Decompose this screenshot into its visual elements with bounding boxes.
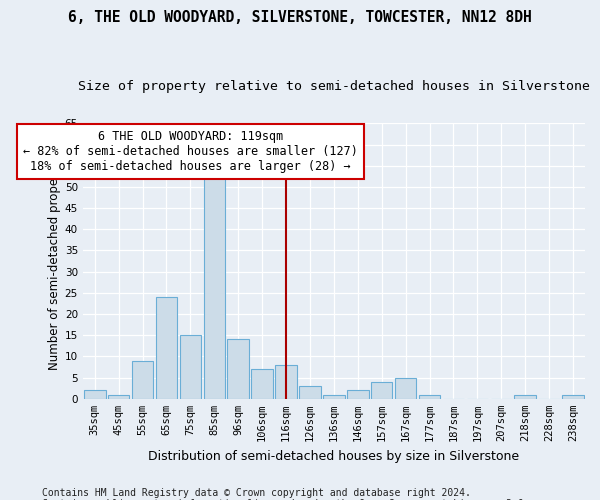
Text: 6, THE OLD WOODYARD, SILVERSTONE, TOWCESTER, NN12 8DH: 6, THE OLD WOODYARD, SILVERSTONE, TOWCES…: [68, 10, 532, 25]
Bar: [395, 378, 416, 399]
Bar: [323, 394, 344, 399]
Bar: [514, 394, 536, 399]
Bar: [251, 369, 273, 399]
Bar: [179, 335, 201, 399]
Y-axis label: Number of semi-detached properties: Number of semi-detached properties: [47, 152, 61, 370]
Bar: [108, 394, 130, 399]
Bar: [227, 340, 249, 399]
Bar: [299, 386, 321, 399]
Bar: [156, 297, 177, 399]
Text: Contains HM Land Registry data © Crown copyright and database right 2024.: Contains HM Land Registry data © Crown c…: [42, 488, 471, 498]
Bar: [203, 178, 225, 399]
Bar: [132, 360, 154, 399]
X-axis label: Distribution of semi-detached houses by size in Silverstone: Distribution of semi-detached houses by …: [148, 450, 520, 462]
Bar: [371, 382, 392, 399]
Bar: [419, 394, 440, 399]
Bar: [347, 390, 368, 399]
Title: Size of property relative to semi-detached houses in Silverstone: Size of property relative to semi-detach…: [78, 80, 590, 93]
Bar: [562, 394, 584, 399]
Bar: [84, 390, 106, 399]
Bar: [275, 365, 297, 399]
Text: 6 THE OLD WOODYARD: 119sqm
← 82% of semi-detached houses are smaller (127)
18% o: 6 THE OLD WOODYARD: 119sqm ← 82% of semi…: [23, 130, 358, 172]
Text: Contains public sector information licensed under the Open Government Licence v3: Contains public sector information licen…: [42, 499, 530, 500]
